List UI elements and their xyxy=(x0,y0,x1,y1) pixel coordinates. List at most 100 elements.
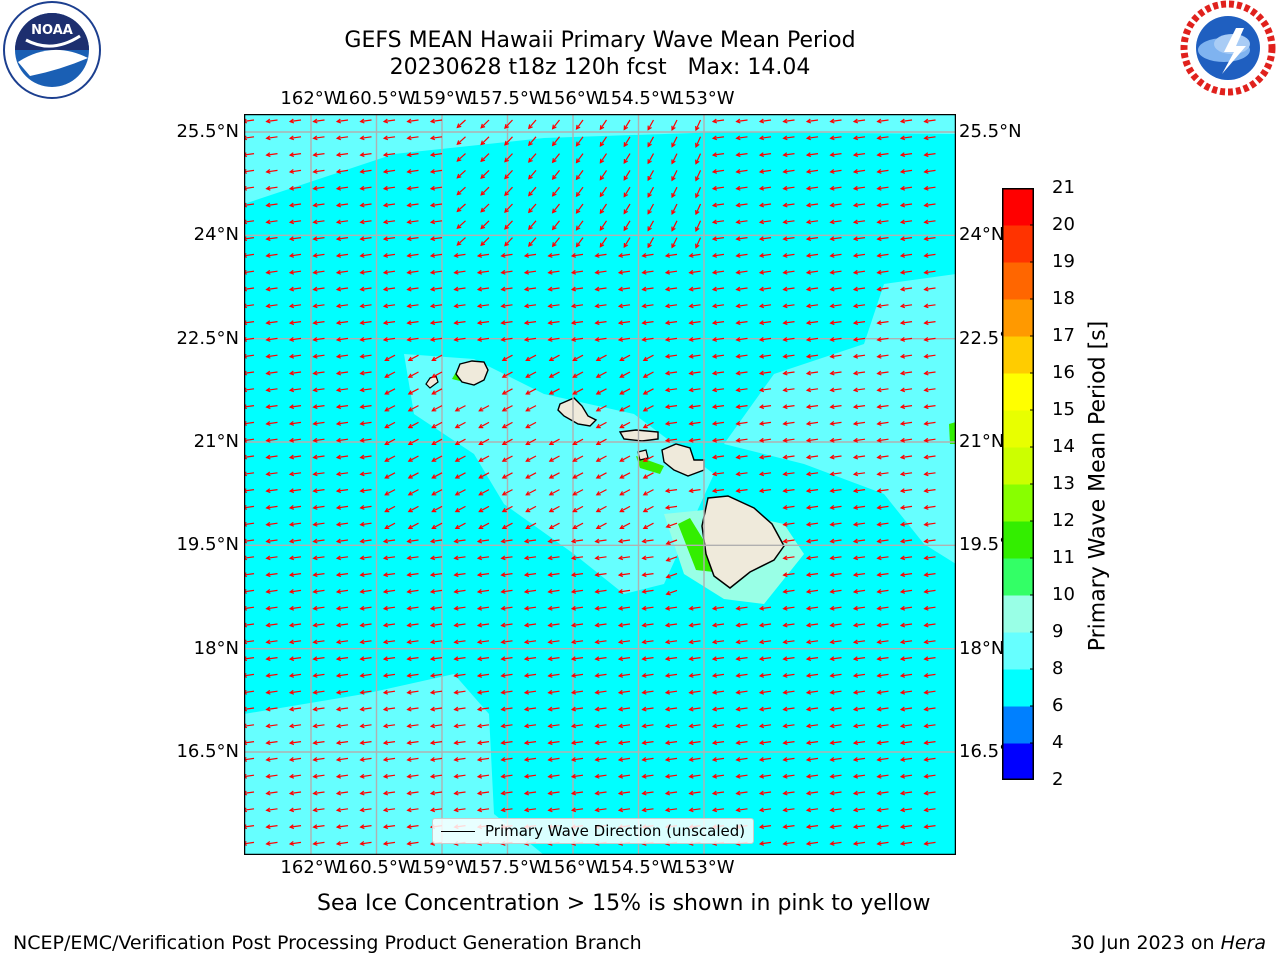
wave-arrow xyxy=(711,656,725,662)
wave-arrow xyxy=(642,472,654,479)
wave-arrow xyxy=(805,185,819,191)
wave-arrow xyxy=(429,253,443,258)
wave-arrow xyxy=(407,405,419,412)
colorbar-tick-label: 20 xyxy=(1052,214,1075,235)
wave-arrow xyxy=(619,455,631,462)
wave-arrow xyxy=(852,656,866,662)
wave-arrow xyxy=(923,656,936,662)
wave-arrow xyxy=(735,370,748,376)
wave-arrow xyxy=(359,521,372,527)
wave-arrow xyxy=(758,152,772,158)
colorbar-tick-label: 13 xyxy=(1052,473,1075,494)
wave-arrow xyxy=(359,118,372,124)
wave-arrow xyxy=(758,437,772,443)
wave-arrow xyxy=(623,186,631,198)
wave-arrow xyxy=(899,337,913,342)
wave-arrow xyxy=(923,471,936,477)
wave-arrow xyxy=(923,605,936,611)
wave-arrow xyxy=(899,673,913,678)
wave-arrow xyxy=(525,438,537,446)
colorbar-bin xyxy=(1002,336,1034,374)
wave-arrow xyxy=(359,773,372,779)
lon-tick-bottom: 159°W xyxy=(411,857,473,878)
wave-arrow xyxy=(671,153,678,165)
wave-arrow xyxy=(570,589,584,594)
wave-arrow xyxy=(265,639,278,645)
wave-arrow xyxy=(525,455,537,462)
wave-arrow xyxy=(456,119,466,129)
wave-arrow xyxy=(523,706,537,712)
wave-arrow xyxy=(829,807,842,813)
wave-arrow xyxy=(547,572,560,578)
wave-arrow xyxy=(899,303,913,309)
wave-arrow xyxy=(288,437,302,443)
wave-arrow xyxy=(527,170,537,180)
wave-arrow xyxy=(641,773,654,779)
wave-arrow xyxy=(335,757,349,762)
wave-arrow xyxy=(359,185,372,191)
lon-tick-bottom: 156°W xyxy=(542,857,604,878)
wave-arrow xyxy=(288,673,302,678)
wave-arrow xyxy=(711,454,725,460)
wave-arrow xyxy=(852,253,866,258)
wave-arrow xyxy=(265,673,278,678)
wave-arrow xyxy=(265,488,278,494)
wave-arrow xyxy=(782,337,795,342)
wave-arrow xyxy=(406,622,419,628)
wave-arrow xyxy=(595,505,607,513)
chart-title-line1: GEFS MEAN Hawaii Primary Wave Mean Perio… xyxy=(344,28,856,53)
wave-arrow xyxy=(456,136,466,146)
wave-arrow xyxy=(500,320,513,326)
wave-arrow xyxy=(382,253,396,258)
wave-arrow xyxy=(431,405,443,412)
wave-arrow xyxy=(335,303,349,309)
wave-arrow xyxy=(500,689,513,695)
wave-arrow xyxy=(641,303,654,309)
wave-arrow xyxy=(384,388,396,395)
wave-arrow xyxy=(852,689,866,695)
wave-arrow xyxy=(454,522,466,530)
wave-arrow xyxy=(758,841,772,846)
wave-arrow xyxy=(570,807,584,813)
wave-arrow xyxy=(688,437,701,443)
wave-arrow xyxy=(312,202,325,208)
wave-arrow xyxy=(523,723,537,729)
wave-arrow xyxy=(876,370,889,376)
wave-arrow xyxy=(431,354,443,362)
wave-arrow xyxy=(852,471,866,477)
wave-arrow xyxy=(876,723,889,729)
wave-arrow xyxy=(599,186,607,198)
wave-arrow xyxy=(852,269,866,275)
wave-arrow xyxy=(594,605,607,611)
wave-arrow xyxy=(406,303,419,309)
wave-arrow xyxy=(594,269,607,275)
map-area: Primary Wave Direction (unscaled) xyxy=(241,113,957,856)
wave-arrow xyxy=(384,405,396,412)
wave-arrow xyxy=(406,152,419,158)
wave-arrow xyxy=(501,405,513,412)
wave-arrow xyxy=(382,202,396,208)
wave-arrow xyxy=(575,186,584,198)
wave-arrow xyxy=(429,605,443,611)
wave-arrow xyxy=(641,538,654,544)
wave-arrow xyxy=(288,286,302,292)
wave-arrow xyxy=(429,236,443,242)
lat-tick-left: 24°N xyxy=(193,224,239,246)
wave-arrow xyxy=(547,622,560,628)
wave-arrow xyxy=(595,405,607,412)
lon-tick-top: 156°W xyxy=(542,88,604,109)
wave-arrow xyxy=(665,573,678,579)
wave-arrow xyxy=(688,689,701,695)
wave-arrow xyxy=(688,269,701,275)
wave-arrow xyxy=(876,773,889,779)
wave-arrow xyxy=(876,269,889,275)
wave-arrow xyxy=(923,521,936,527)
wave-arrow xyxy=(453,555,466,561)
wave-arrow xyxy=(476,790,490,796)
colorbar-svg xyxy=(1002,187,1034,781)
wave-arrow xyxy=(312,538,325,544)
colorbar-bin xyxy=(1002,521,1034,559)
wave-arrow xyxy=(382,723,396,729)
wave-arrow xyxy=(265,421,278,426)
lat-tick-left: 25.5°N xyxy=(176,121,239,142)
